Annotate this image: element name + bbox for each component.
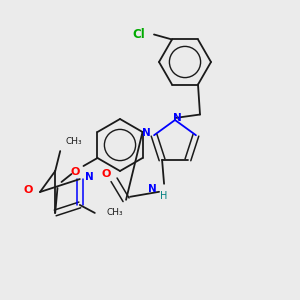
Text: O: O <box>71 167 80 177</box>
Text: H: H <box>160 191 168 201</box>
Text: N: N <box>142 128 151 138</box>
Text: CH₃: CH₃ <box>65 136 82 146</box>
Text: N: N <box>148 184 156 194</box>
Text: O: O <box>23 185 33 195</box>
Text: N: N <box>85 172 94 182</box>
Text: N: N <box>172 113 182 123</box>
Text: O: O <box>101 169 111 179</box>
Text: CH₃: CH₃ <box>107 208 123 217</box>
Text: Cl: Cl <box>133 28 146 41</box>
